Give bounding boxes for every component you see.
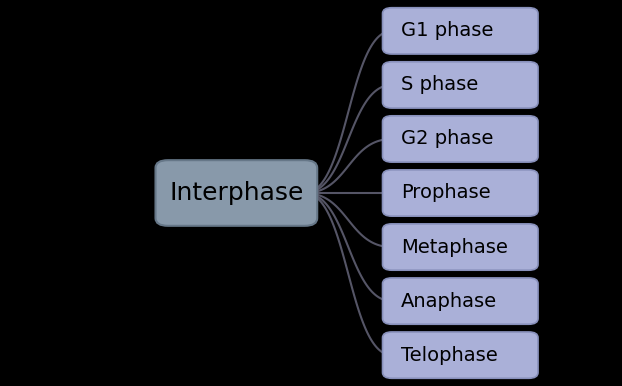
Text: Anaphase: Anaphase [401, 291, 498, 311]
Text: Prophase: Prophase [401, 183, 491, 203]
Text: Interphase: Interphase [169, 181, 304, 205]
FancyBboxPatch shape [383, 8, 538, 54]
Text: G1 phase: G1 phase [401, 21, 494, 41]
FancyBboxPatch shape [156, 160, 317, 226]
FancyBboxPatch shape [383, 170, 538, 216]
FancyBboxPatch shape [383, 332, 538, 378]
FancyBboxPatch shape [383, 278, 538, 324]
FancyBboxPatch shape [383, 224, 538, 270]
Text: Metaphase: Metaphase [401, 237, 508, 257]
FancyBboxPatch shape [383, 62, 538, 108]
Text: G2 phase: G2 phase [401, 129, 494, 149]
Text: S phase: S phase [401, 75, 478, 95]
Text: Telophase: Telophase [401, 345, 498, 365]
FancyBboxPatch shape [383, 116, 538, 162]
